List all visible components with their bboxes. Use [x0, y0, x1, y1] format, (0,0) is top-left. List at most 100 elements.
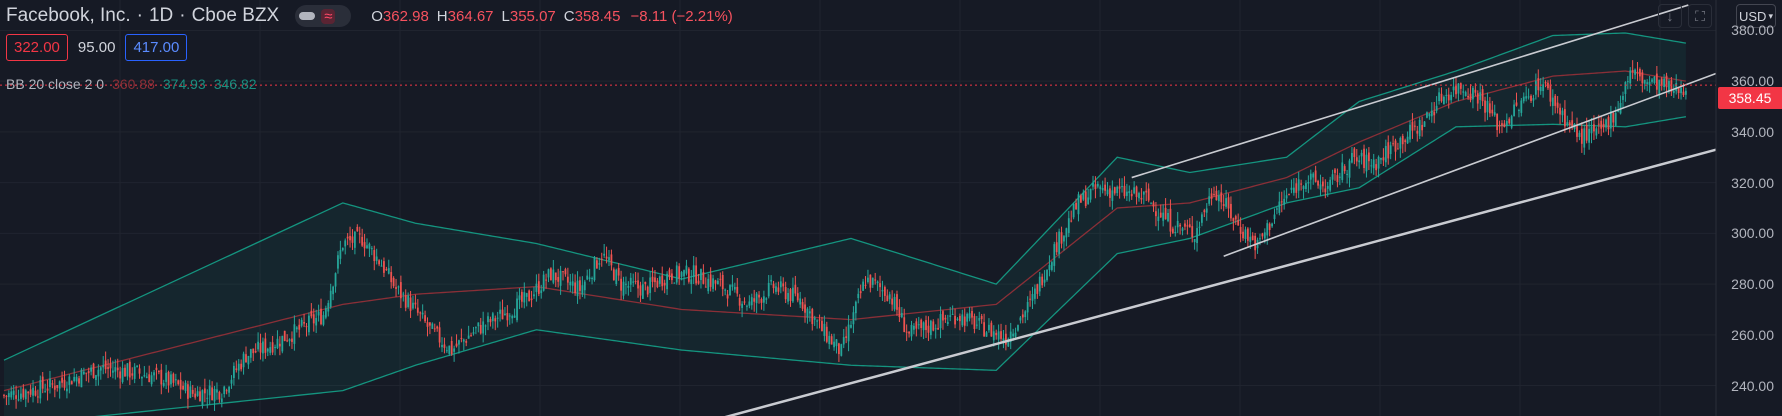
- buy-price-box[interactable]: 417.00: [125, 34, 188, 61]
- candle-body: [564, 269, 567, 275]
- candle-body: [1428, 113, 1431, 117]
- candle-body: [738, 298, 741, 306]
- candle-body: [804, 304, 806, 313]
- candle-body: [271, 342, 274, 353]
- candle-body: [898, 307, 901, 318]
- trendline-lower-support[interactable]: [711, 148, 1717, 416]
- indicator-legend[interactable]: BB 20 close 2 0 360.88 374.93 346.82: [6, 76, 257, 92]
- candle-body: [121, 368, 124, 382]
- candle-body: [1658, 79, 1661, 95]
- candle-body: [893, 296, 896, 310]
- timeframe-label[interactable]: 1D: [148, 5, 174, 26]
- candle-body: [1660, 78, 1663, 86]
- indicator-lower-value: 346.82: [213, 76, 257, 92]
- candle-body: [1205, 208, 1208, 213]
- candle-body: [114, 367, 117, 372]
- candle-body: [1155, 211, 1157, 217]
- arrow-down-icon[interactable]: ↓: [1658, 4, 1682, 28]
- candle-body: [668, 269, 671, 278]
- candle-body: [818, 319, 821, 321]
- chevron-down-icon: ▾: [1768, 10, 1773, 21]
- candle-body: [303, 321, 305, 324]
- candle-body: [988, 324, 990, 331]
- candle-body: [973, 316, 976, 329]
- candle-body: [1017, 325, 1019, 331]
- candle-body: [908, 331, 910, 334]
- candle-body: [949, 315, 952, 317]
- candle-body: [160, 369, 163, 385]
- candle-body: [917, 324, 920, 326]
- candle-body: [370, 248, 373, 250]
- candle-body: [1462, 91, 1465, 93]
- candle-body: [617, 268, 620, 276]
- fullscreen-icon[interactable]: ⛶: [1688, 4, 1712, 28]
- candle-body: [220, 398, 223, 402]
- candle-body: [49, 378, 51, 387]
- candle-body: [477, 322, 480, 327]
- currency-selector[interactable]: USD ▾: [1736, 4, 1776, 28]
- candle-body: [356, 226, 359, 232]
- candle-body: [438, 327, 441, 343]
- candle-body: [358, 233, 361, 235]
- candle-body: [1643, 79, 1646, 84]
- candle-body: [1554, 95, 1557, 106]
- symbol-toggle[interactable]: ≈: [295, 5, 352, 27]
- candle-body: [1063, 236, 1065, 242]
- candle-body: [1065, 228, 1068, 238]
- candle-body: [1159, 212, 1162, 218]
- candle-body: [1377, 156, 1380, 169]
- candle-body: [131, 373, 134, 376]
- candle-body: [1312, 173, 1315, 178]
- candle-body: [300, 319, 303, 326]
- candle-body: [1334, 169, 1336, 173]
- sell-price-box[interactable]: 322.00: [6, 34, 68, 61]
- candle-body: [390, 272, 393, 283]
- candle-body: [700, 268, 702, 281]
- candle-body: [1493, 112, 1496, 116]
- candle-body: [1305, 183, 1307, 190]
- candle-body: [470, 335, 472, 337]
- candle-body: [1038, 276, 1041, 292]
- open-value: 362.98: [382, 7, 429, 25]
- candle-body: [1210, 193, 1213, 199]
- candle-body: [1295, 183, 1298, 193]
- candle-body: [523, 292, 526, 303]
- trendlines[interactable]: [711, 4, 1717, 416]
- trendline-channel-top[interactable]: [1131, 4, 1689, 179]
- candle-body: [750, 297, 753, 306]
- candle-body: [1307, 182, 1310, 184]
- candle-body: [1583, 128, 1586, 148]
- candle-body: [274, 347, 276, 349]
- candle-body: [1067, 218, 1070, 233]
- candle-body: [748, 301, 751, 306]
- candle-body: [1672, 90, 1675, 93]
- trendline-channel-bottom[interactable]: [1223, 72, 1717, 257]
- candle-body: [1556, 102, 1559, 108]
- candle-body: [1024, 311, 1027, 318]
- candle-body: [1239, 227, 1242, 234]
- candle-body: [1447, 94, 1450, 101]
- candle-body: [1382, 157, 1385, 161]
- symbol-name[interactable]: Facebook, Inc.: [6, 5, 131, 26]
- candle-body: [707, 278, 710, 292]
- candle-body: [1351, 152, 1353, 163]
- candle-body: [1326, 186, 1329, 189]
- candle-body: [552, 269, 555, 283]
- candle-body: [1360, 152, 1363, 157]
- candle-body: [1251, 235, 1254, 241]
- candle-body: [980, 315, 983, 320]
- candle-body: [506, 312, 509, 321]
- candle-body: [99, 367, 102, 371]
- candle-body: [1280, 201, 1283, 203]
- candle-body: [97, 369, 100, 377]
- candle-body: [990, 322, 993, 337]
- candle-body: [433, 328, 436, 330]
- candle-body: [189, 386, 192, 398]
- candle-body: [1174, 231, 1177, 234]
- candle-body: [1397, 148, 1399, 150]
- candle-body: [1551, 97, 1554, 106]
- price-tick-label: 360.00: [1731, 73, 1774, 90]
- candle-body: [956, 318, 959, 320]
- candle-body: [537, 281, 540, 294]
